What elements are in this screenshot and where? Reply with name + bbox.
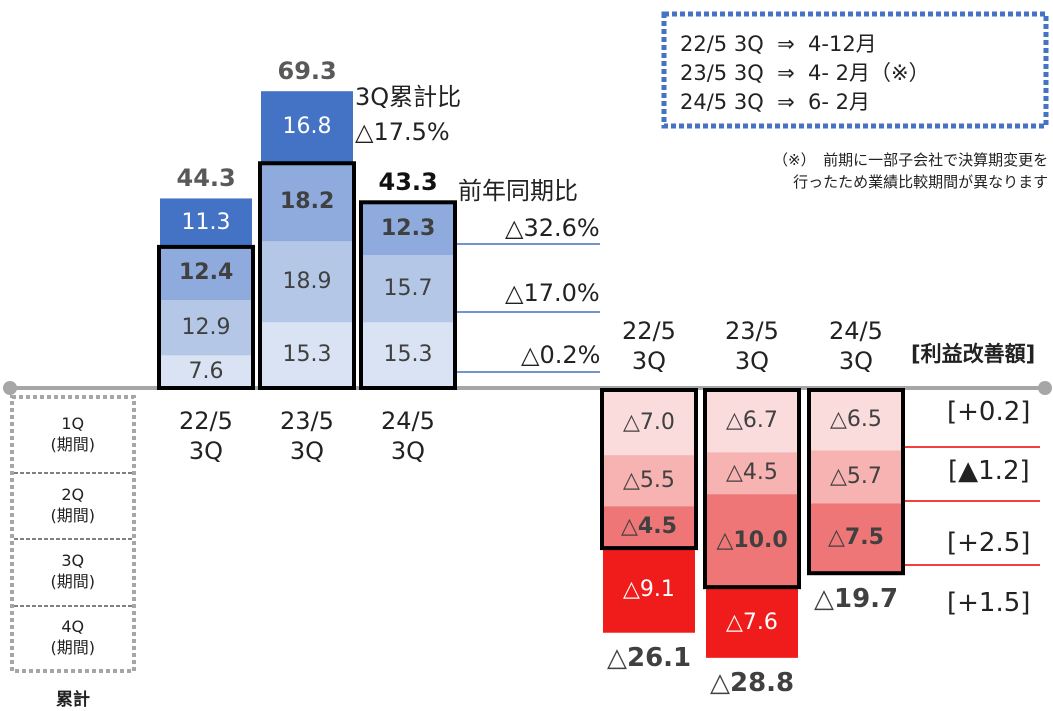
cumulative-outline bbox=[258, 161, 356, 390]
axis-end bbox=[1038, 381, 1052, 395]
note-line: 23/5 3Q ⇒ 4- 2月（※） bbox=[680, 61, 930, 85]
annotation: 3Q累計比 △17.5% bbox=[355, 83, 462, 146]
note-line: 22/5 3Q ⇒ 4-12月 bbox=[680, 32, 877, 56]
cumulative-outline bbox=[157, 244, 255, 390]
bar-segment bbox=[706, 390, 798, 453]
legend-label: 3Q (期間) bbox=[50, 551, 96, 591]
bar-segment bbox=[362, 322, 454, 388]
legend-label: 1Q (期間) bbox=[50, 414, 96, 454]
category-label: 23/5 3Q bbox=[280, 407, 334, 465]
bar-segment bbox=[706, 587, 798, 658]
total-label: △26.1 bbox=[607, 643, 692, 674]
category-label: 24/5 3Q bbox=[829, 317, 883, 375]
value-label: 7.6 bbox=[188, 358, 224, 384]
value-label: △5.7 bbox=[830, 463, 882, 489]
bar-segment bbox=[810, 390, 902, 451]
bar-segment bbox=[160, 300, 252, 356]
improvement-label: [+2.5] bbox=[947, 527, 1031, 558]
value-label: 12.3 bbox=[381, 215, 436, 241]
improvement-label: [▲1.2] bbox=[948, 455, 1030, 486]
total-label: △19.7 bbox=[814, 583, 899, 614]
legend-label: 2Q (期間) bbox=[50, 485, 96, 525]
bar-segment bbox=[160, 198, 252, 247]
value-label: △9.1 bbox=[623, 577, 675, 603]
improvement-label: [+0.2] bbox=[947, 396, 1031, 427]
value-label: 16.8 bbox=[282, 114, 332, 140]
footnote: （※） 前期に一部子会社で決算期変更を 行ったため業績比較期間が異なります bbox=[773, 150, 1049, 192]
bar-segment bbox=[261, 241, 353, 323]
cumulative-outline bbox=[703, 388, 801, 590]
cumulative-outline bbox=[359, 200, 457, 390]
bar-segment bbox=[261, 322, 353, 388]
bar-segment bbox=[160, 246, 252, 301]
bar-segment bbox=[160, 355, 252, 388]
value-label: 15.3 bbox=[383, 342, 433, 368]
annotation: [利益改善額] bbox=[911, 342, 1036, 366]
bar-segment bbox=[603, 506, 695, 549]
category-label: 22/5 3Q bbox=[622, 317, 676, 375]
cumulative-outline bbox=[807, 388, 905, 576]
bar-segment bbox=[362, 202, 454, 256]
category-label: 24/5 3Q bbox=[381, 407, 435, 465]
bar-segment bbox=[810, 450, 902, 504]
bar-segment bbox=[603, 455, 695, 507]
value-label: 15.3 bbox=[282, 342, 332, 368]
bar-segment bbox=[261, 163, 353, 242]
value-label: 15.7 bbox=[383, 275, 433, 301]
annotation: △17.0% bbox=[505, 279, 600, 307]
bar-segment bbox=[810, 503, 902, 574]
value-label: 18.9 bbox=[282, 268, 332, 294]
value-label: △7.6 bbox=[726, 609, 778, 635]
annotation: △0.2% bbox=[521, 341, 601, 369]
cumulative-outline bbox=[600, 388, 698, 551]
value-label: △7.5 bbox=[828, 525, 884, 551]
value-label: △7.0 bbox=[623, 409, 675, 435]
value-label: 18.2 bbox=[280, 189, 335, 215]
bar-segment bbox=[706, 494, 798, 588]
value-label: △4.5 bbox=[726, 460, 778, 486]
annotation: △32.6% bbox=[505, 214, 600, 242]
value-label: 12.4 bbox=[179, 260, 234, 286]
value-label: △6.7 bbox=[726, 408, 778, 434]
bar-segment bbox=[261, 91, 353, 164]
value-label: △10.0 bbox=[716, 527, 788, 553]
category-label: 23/5 3Q bbox=[725, 317, 779, 375]
value-label: △6.5 bbox=[830, 407, 882, 433]
value-label: △4.5 bbox=[621, 514, 677, 540]
total-label: 69.3 bbox=[277, 56, 337, 85]
value-label: 12.9 bbox=[181, 314, 231, 340]
value-label: △5.5 bbox=[623, 467, 675, 493]
improvement-label: [+1.5] bbox=[947, 587, 1031, 618]
total-label: 43.3 bbox=[378, 168, 438, 197]
note-box bbox=[661, 11, 1049, 129]
note-line: 24/5 3Q ⇒ 6- 2月 bbox=[680, 90, 870, 114]
annotation: 前年同期比 bbox=[458, 177, 578, 205]
legend-box bbox=[10, 395, 136, 673]
bar-segment bbox=[706, 452, 798, 495]
axis-end bbox=[3, 381, 17, 395]
value-label: 11.3 bbox=[181, 209, 231, 235]
bar-segment bbox=[603, 390, 695, 456]
legend-label: 4Q (期間) bbox=[50, 617, 96, 657]
bar-segment bbox=[603, 548, 695, 633]
total-label: 44.3 bbox=[176, 164, 236, 192]
bar-segment bbox=[362, 255, 454, 323]
category-label: 22/5 3Q bbox=[179, 407, 233, 465]
legend-label: 累計 bbox=[56, 689, 90, 710]
total-label: △28.8 bbox=[710, 668, 795, 699]
